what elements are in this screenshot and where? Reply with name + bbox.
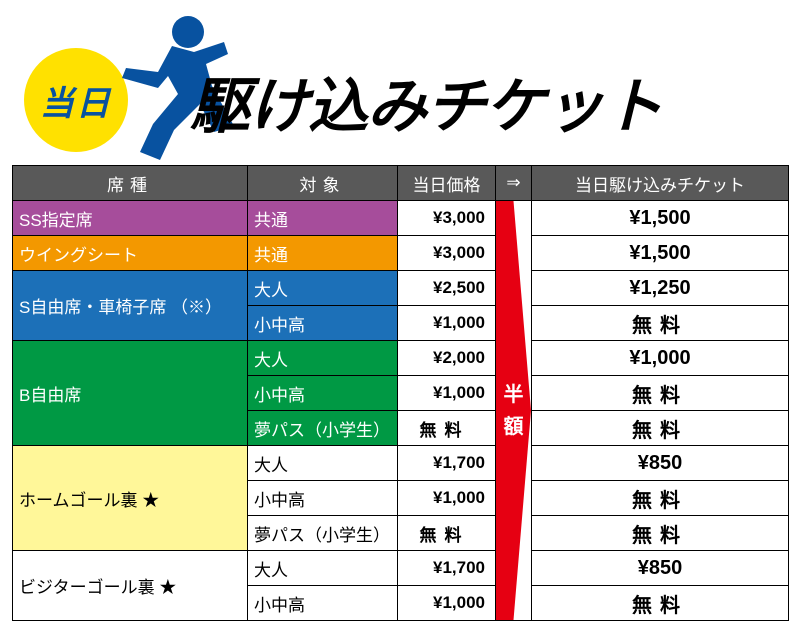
target-cell: 小中高 (248, 586, 398, 621)
table-row: B自由席大人¥2,000¥1,000 (13, 341, 789, 376)
price-cell: ¥1,000 (398, 376, 496, 411)
badge-text: 当日 (40, 76, 112, 125)
seat-cell: S自由席・車椅子席 （※） (13, 271, 248, 341)
price-cell: 無料 (398, 411, 496, 446)
price-cell: ¥3,000 (398, 236, 496, 271)
table-row: ウイングシート共通¥3,000 ¥1,500 (13, 236, 789, 271)
price-cell: ¥1,000 (398, 481, 496, 516)
discount-cell: ¥1,250 (532, 271, 789, 306)
discount-cell: ¥1,500 (532, 236, 789, 271)
target-cell: 共通 (248, 236, 398, 271)
target-cell: 共通 (248, 201, 398, 236)
table-row: SS指定席共通¥3,000半額¥1,500 (13, 201, 789, 236)
col-arrow: ⇒ (496, 166, 532, 201)
price-cell: ¥1,000 (398, 586, 496, 621)
arrow-cell: 半額 (496, 201, 532, 621)
price-cell: ¥2,500 (398, 271, 496, 306)
target-cell: 大人 (248, 551, 398, 586)
discount-cell: ¥1,000 (532, 341, 789, 376)
table-row: ホームゴール裏 ★大人¥1,700¥850 (13, 446, 789, 481)
arrow-label: 半額 (496, 201, 531, 620)
table-row: ビジターゴール裏 ★大人¥1,700¥850 (13, 551, 789, 586)
target-cell: 大人 (248, 271, 398, 306)
price-cell: 無料 (398, 516, 496, 551)
target-cell: 大人 (248, 341, 398, 376)
target-cell: 夢パス（小学生） (248, 411, 398, 446)
discount-cell: 無料 (532, 306, 789, 341)
discount-cell: ¥850 (532, 551, 789, 586)
seat-cell: ウイングシート (13, 236, 248, 271)
seat-cell: SS指定席 (13, 201, 248, 236)
discount-cell: 無料 (532, 516, 789, 551)
price-cell: ¥3,000 (398, 201, 496, 236)
target-cell: 小中高 (248, 481, 398, 516)
header: 当日 駆け込みチケット (0, 0, 800, 160)
target-cell: 小中高 (248, 376, 398, 411)
price-table: 席種 対象 当日価格 ⇒ 当日駆け込みチケット SS指定席共通¥3,000半額¥… (12, 165, 788, 621)
target-cell: 大人 (248, 446, 398, 481)
col-target: 対象 (248, 166, 398, 201)
seat-cell: B自由席 (13, 341, 248, 446)
table-row: S自由席・車椅子席 （※）大人¥2,500¥1,250 (13, 271, 789, 306)
table-header-row: 席種 対象 当日価格 ⇒ 当日駆け込みチケット (13, 166, 789, 201)
price-cell: ¥1,700 (398, 551, 496, 586)
price-cell: ¥1,700 (398, 446, 496, 481)
seat-cell: ホームゴール裏 ★ (13, 446, 248, 551)
discount-cell: 無料 (532, 376, 789, 411)
discount-cell: ¥850 (532, 446, 789, 481)
col-discount: 当日駆け込みチケット (532, 166, 789, 201)
discount-cell: 無料 (532, 481, 789, 516)
col-seat: 席種 (13, 166, 248, 201)
target-cell: 小中高 (248, 306, 398, 341)
seat-cell: ビジターゴール裏 ★ (13, 551, 248, 621)
price-cell: ¥1,000 (398, 306, 496, 341)
discount-cell: ¥1,500 (532, 201, 789, 236)
price-cell: ¥2,000 (398, 341, 496, 376)
discount-cell: 無料 (532, 411, 789, 446)
col-price: 当日価格 (398, 166, 496, 201)
discount-cell: 無料 (532, 586, 789, 621)
page-title: 駆け込みチケット (190, 58, 662, 145)
target-cell: 夢パス（小学生） (248, 516, 398, 551)
